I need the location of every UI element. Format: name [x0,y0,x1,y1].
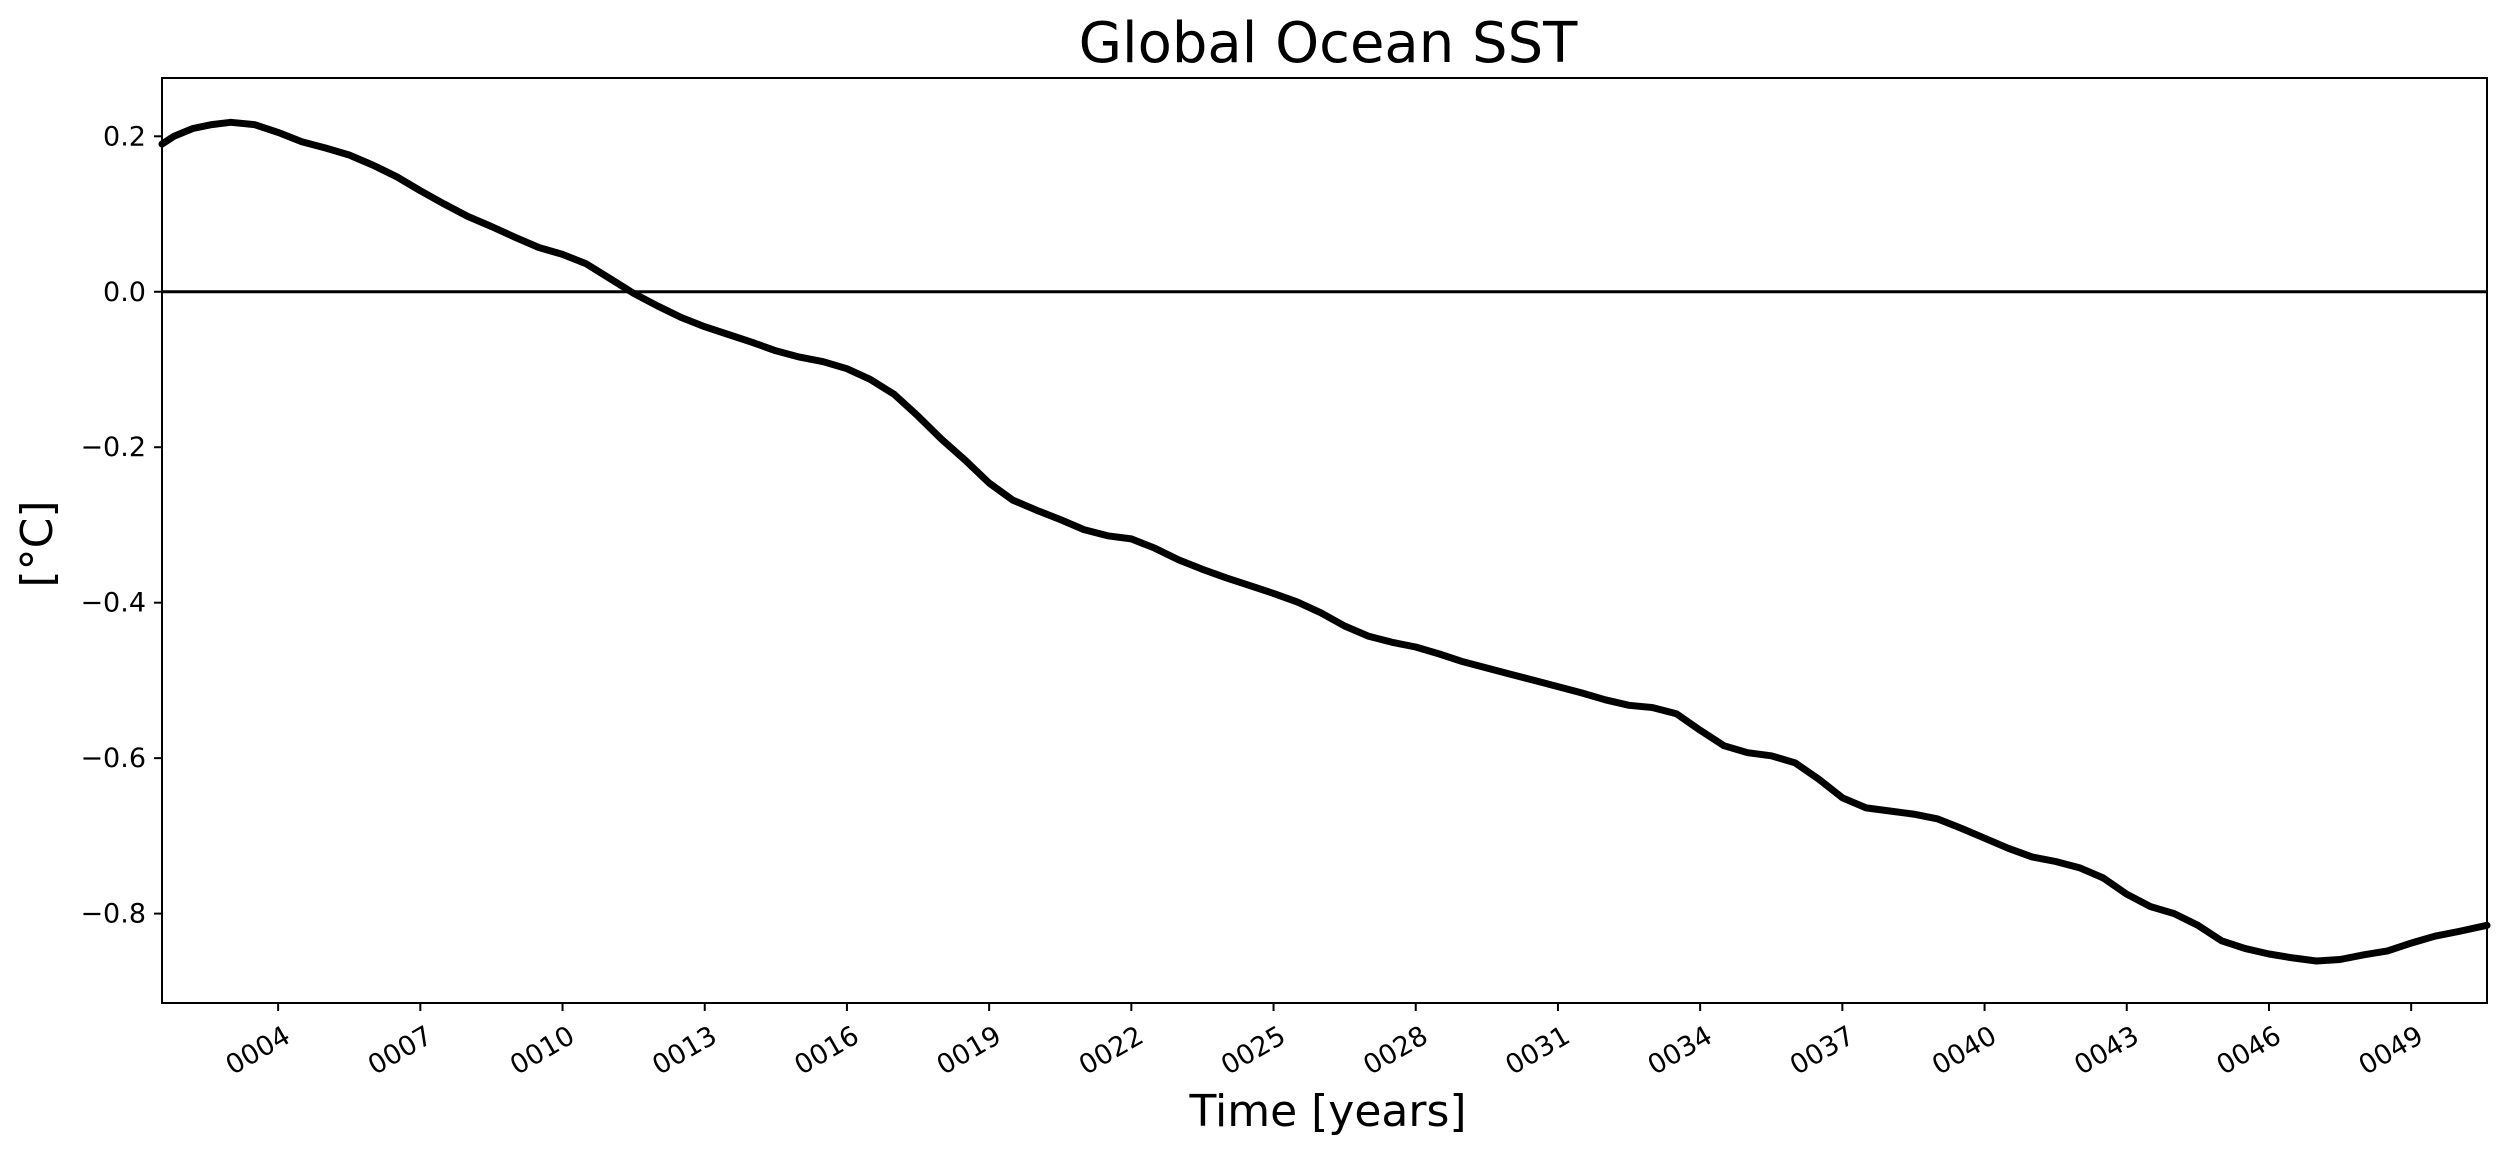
x-axis-ticks: 0004 0007 0010 0013 0016 0019 0022 0025 0028 0031… [221,1003,2429,1081]
x-tick-label: 0007 [363,1020,438,1081]
x-tick-label: 0019 [932,1020,1007,1081]
x-tick-label: 0043 [2069,1020,2144,1081]
x-tick-label: 0010 [505,1020,580,1081]
series-layer [158,118,2491,965]
x-tick-label: 0040 [1927,1020,2002,1081]
x-tick-label: 0049 [2354,1020,2429,1081]
y-tick-label: −0.2 [80,432,146,463]
y-tick-label: 0.0 [103,277,146,308]
y-axis-label: [°C] [12,500,63,587]
y-tick-label: −0.6 [80,743,146,774]
x-tick-label: 0016 [789,1020,864,1081]
x-tick-label: 0034 [1643,1020,1718,1081]
x-tick-label: 0004 [221,1020,296,1081]
y-axis-ticks: 0.2 0.0 −0.2 −0.4 −0.6 −0.8 [80,121,162,930]
y-tick-label: −0.4 [80,588,146,619]
x-tick-label: 0046 [2211,1020,2286,1081]
x-tick-label: 0022 [1074,1020,1149,1081]
x-tick-label: 0013 [647,1020,722,1081]
y-tick-label: 0.2 [103,121,146,152]
x-axis-label: Time [years] [1188,1086,1466,1137]
x-tick-label: 0025 [1216,1020,1291,1081]
x-tick-label: 0031 [1500,1020,1575,1081]
x-tick-label: 0037 [1785,1020,1860,1081]
x-tick-label: 0028 [1358,1020,1433,1081]
y-tick-label: −0.8 [80,899,146,930]
plot-frame [161,77,2488,1004]
chart-title: Global Ocean SST [1079,11,1578,76]
sst-series-line [158,118,2491,965]
